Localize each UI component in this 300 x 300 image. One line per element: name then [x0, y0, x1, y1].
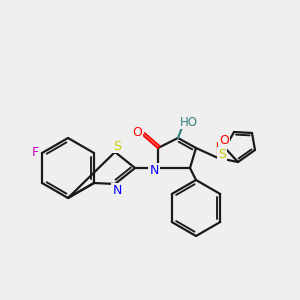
Text: S: S — [218, 148, 226, 160]
Text: S: S — [113, 140, 121, 152]
Text: O: O — [132, 127, 142, 140]
Text: HO: HO — [180, 116, 198, 128]
Text: N: N — [149, 164, 159, 176]
Text: N: N — [112, 184, 122, 196]
Text: O: O — [219, 134, 229, 148]
Text: F: F — [32, 146, 39, 160]
